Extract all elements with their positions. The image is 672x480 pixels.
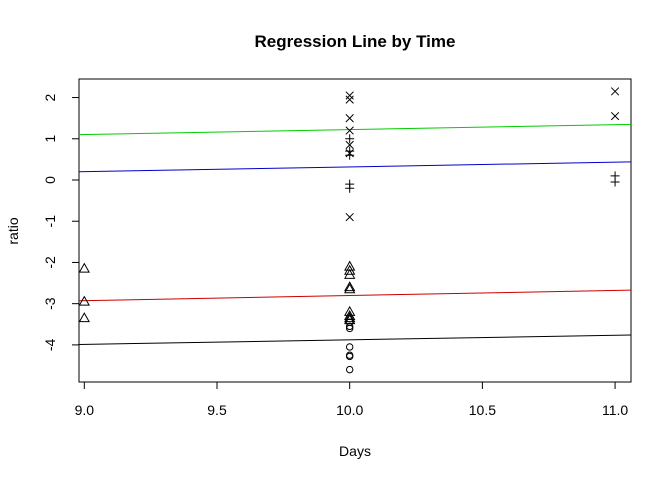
data-point-triangle: [78, 312, 90, 323]
data-point-x: [345, 149, 354, 158]
y-tick-label: 2: [42, 93, 58, 101]
data-point-x: [345, 126, 354, 135]
data-point-x: [345, 114, 354, 123]
data-point-triangle: [344, 268, 356, 279]
x-tick-label: 10.0: [336, 402, 363, 418]
y-tick-label: -1: [42, 215, 58, 228]
x-tick-label: 9.5: [207, 402, 227, 418]
y-tick-label: -4: [42, 338, 58, 351]
plot-frame: [78, 78, 632, 383]
y-tick-label: -3: [42, 297, 58, 310]
chart-title: Regression Line by Time: [255, 32, 456, 51]
regression-line: [78, 334, 632, 345]
data-point-x: [345, 140, 354, 150]
data-point-circle: [345, 365, 354, 374]
data-point-circle: [345, 324, 354, 333]
y-tick-label: -2: [42, 256, 58, 269]
data-point-plus: [345, 134, 355, 144]
y-tick-label: 1: [42, 135, 58, 143]
plot-layer: 9.0 9.5 10.0 10.5 11.0 -4 -3 -2 -1 0 1 2: [42, 87, 632, 418]
data-point-triangle: [344, 310, 356, 321]
data-point-triangle: [344, 264, 356, 275]
x-tick-label: 9.0: [75, 402, 95, 418]
data-point-x: [345, 91, 354, 100]
data-point-circle: [345, 322, 354, 331]
data-point-triangle: [344, 312, 356, 323]
data-point-x: [345, 212, 354, 222]
x-tick-label: 11.0: [602, 402, 628, 418]
y-tick-label: 0: [42, 176, 58, 184]
regression-line: [78, 161, 632, 173]
x-axis-label: Days: [339, 443, 371, 459]
regression-line: [78, 123, 632, 136]
data-point-x: [610, 87, 620, 96]
data-point-x: [610, 111, 620, 121]
data-point-circle: [345, 343, 354, 351]
x-tick-label: 10.5: [469, 402, 496, 418]
data-point-triangle: [344, 281, 356, 292]
data-point-x: [345, 95, 354, 104]
data-point-circle: [345, 352, 354, 361]
data-point-plus: [345, 183, 355, 193]
y-axis-label: ratio: [5, 217, 21, 244]
regression-line: [78, 289, 632, 302]
data-point-triangle: [344, 314, 356, 325]
data-point-plus: [345, 146, 355, 156]
data-point-triangle: [344, 283, 356, 294]
data-point-triangle: [78, 262, 90, 273]
data-point-plus: [610, 177, 620, 187]
data-point-triangle: [78, 295, 90, 306]
